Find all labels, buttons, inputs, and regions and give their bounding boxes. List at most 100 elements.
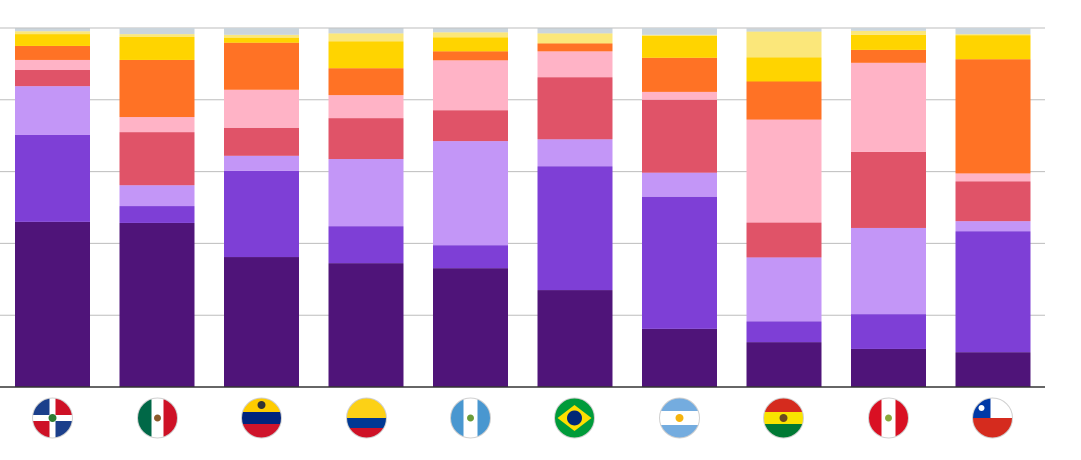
bar-segment bbox=[851, 49, 926, 63]
bar-segment bbox=[15, 34, 90, 46]
bar-segment bbox=[537, 77, 613, 140]
bar-segment bbox=[328, 33, 404, 42]
bar-segment bbox=[955, 34, 1031, 36]
bar-segment bbox=[537, 139, 613, 167]
bar-segment bbox=[746, 31, 822, 58]
bar-segment bbox=[537, 290, 613, 387]
bar-segment bbox=[224, 127, 299, 156]
bar-segment bbox=[15, 45, 90, 60]
bar-segment bbox=[224, 257, 299, 387]
bar-segment bbox=[433, 268, 508, 387]
bar-segment bbox=[119, 36, 195, 60]
bar-segment bbox=[15, 221, 90, 387]
flag bbox=[450, 398, 491, 438]
bar-segment bbox=[746, 257, 822, 322]
flag bbox=[659, 398, 700, 438]
bar-segment bbox=[955, 181, 1031, 222]
bar-segment bbox=[328, 159, 404, 227]
bar-segment bbox=[642, 328, 717, 387]
bar-segment bbox=[328, 95, 404, 119]
bar-segment bbox=[642, 91, 717, 100]
bar-segment bbox=[746, 28, 822, 32]
bar-segment bbox=[433, 60, 508, 111]
bar-segment bbox=[642, 34, 717, 36]
flag bbox=[137, 398, 178, 438]
bar-segment bbox=[15, 28, 90, 32]
flag bbox=[241, 398, 282, 438]
bar-segment bbox=[328, 118, 404, 160]
bar-segment bbox=[119, 222, 195, 387]
bar-segment bbox=[119, 206, 195, 223]
bar-segment bbox=[746, 119, 822, 223]
bar-segment bbox=[224, 34, 299, 38]
flag bbox=[554, 398, 595, 438]
bar-segment bbox=[642, 196, 717, 329]
bar-segment bbox=[433, 28, 508, 33]
bar-segment bbox=[433, 32, 508, 38]
bar-segment bbox=[119, 132, 195, 186]
bar-segment bbox=[328, 68, 404, 96]
bar-segment bbox=[119, 28, 195, 35]
bar-segment bbox=[746, 81, 822, 120]
bar-segment bbox=[537, 166, 613, 291]
bar-segment bbox=[15, 134, 90, 222]
bar-segment bbox=[119, 117, 195, 133]
flag bbox=[868, 398, 909, 438]
bar-segment bbox=[15, 70, 90, 87]
bar-segment bbox=[851, 348, 926, 387]
bar-segment bbox=[224, 42, 299, 90]
bar-segment bbox=[642, 57, 717, 92]
bar-segment bbox=[642, 28, 717, 35]
bar-segment bbox=[746, 57, 822, 82]
bar-segment bbox=[15, 59, 90, 71]
bar-segment bbox=[433, 245, 508, 269]
bar-segment bbox=[851, 30, 926, 35]
bar-segment bbox=[955, 28, 1031, 35]
bar-segment bbox=[224, 89, 299, 128]
flag bbox=[763, 398, 804, 438]
bar-segment bbox=[433, 37, 508, 52]
bar-segment bbox=[224, 170, 299, 258]
bar-segment bbox=[746, 342, 822, 387]
bar-segment bbox=[119, 34, 195, 37]
bar-segment bbox=[15, 86, 90, 135]
bar-segment bbox=[537, 33, 613, 44]
bar-segment bbox=[328, 28, 404, 34]
bar-segment bbox=[328, 41, 404, 69]
flag bbox=[972, 398, 1013, 438]
bar-segment bbox=[537, 51, 613, 78]
bar-segment bbox=[328, 226, 404, 264]
bar-segment bbox=[224, 28, 299, 35]
bar-segment bbox=[15, 31, 90, 35]
bar-segment bbox=[537, 28, 613, 34]
bar-segment bbox=[851, 227, 926, 315]
flag bbox=[346, 398, 387, 438]
bar-segment bbox=[851, 314, 926, 349]
bar-segment bbox=[642, 172, 717, 197]
bar-segment bbox=[851, 34, 926, 50]
bar-segment bbox=[851, 28, 926, 31]
bar-segment bbox=[746, 321, 822, 343]
bar-segment bbox=[642, 99, 717, 173]
bar-segment bbox=[537, 43, 613, 52]
bar-segment bbox=[955, 231, 1031, 353]
bar-segment bbox=[955, 352, 1031, 387]
bar-segment bbox=[955, 221, 1031, 232]
bar-segment bbox=[224, 37, 299, 43]
bar-segment bbox=[955, 59, 1031, 174]
bar-segment bbox=[433, 51, 508, 61]
bar-segment bbox=[119, 59, 195, 118]
bar-segment bbox=[955, 173, 1031, 182]
bar-segment bbox=[433, 110, 508, 142]
bar-segment bbox=[851, 151, 926, 228]
flags bbox=[32, 397, 1013, 439]
bar-segment bbox=[851, 62, 926, 152]
bar-segment bbox=[955, 35, 1031, 60]
bar-segment bbox=[746, 222, 822, 258]
bar-segment bbox=[224, 155, 299, 171]
bar-segment bbox=[328, 263, 404, 387]
bar-segment bbox=[433, 141, 508, 246]
flag-borders bbox=[32, 397, 1013, 439]
